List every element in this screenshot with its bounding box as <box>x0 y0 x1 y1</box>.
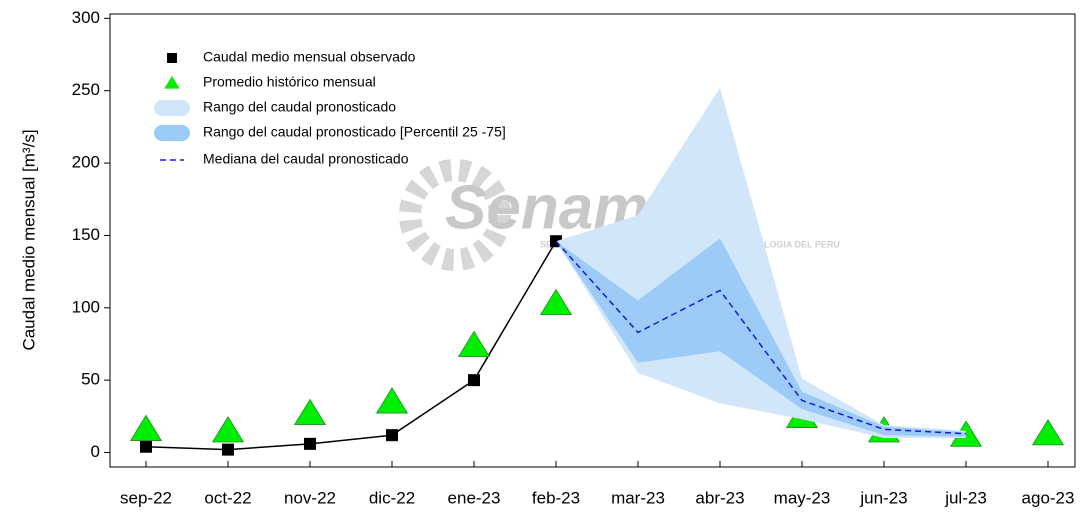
legend-label: Mediana del caudal pronosticado <box>203 151 409 167</box>
observed-marker <box>140 440 152 453</box>
x-tick-label: abr-23 <box>695 488 744 507</box>
y-tick-label: 200 <box>72 153 100 172</box>
legend-swatch <box>167 53 177 63</box>
x-tick-label: mar-23 <box>611 488 665 507</box>
historical-marker <box>211 416 245 443</box>
historical-marker <box>539 288 573 316</box>
x-tick-label: nov-22 <box>284 488 336 507</box>
legend-label: Promedio histórico mensual <box>203 74 376 90</box>
y-tick-label: 0 <box>91 442 100 461</box>
plot-frame <box>109 13 1076 468</box>
legend-swatch <box>154 125 190 141</box>
x-tick-label: ago-23 <box>1022 488 1075 507</box>
observed-line <box>145 240 557 451</box>
x-tick-label: feb-23 <box>532 488 580 507</box>
historical-marker <box>1031 418 1065 446</box>
historical-marker <box>375 387 409 414</box>
legend-swatch <box>154 100 190 116</box>
x-tick-label: oct-22 <box>204 488 251 507</box>
median-line <box>555 240 967 435</box>
legend-label: Caudal medio mensual observado <box>203 49 416 65</box>
y-tick-label: 250 <box>72 80 100 99</box>
y-tick-label: 50 <box>81 370 100 389</box>
x-tick-label: dic-22 <box>369 488 415 507</box>
y-tick-label: 100 <box>72 297 100 316</box>
x-tick-label: sep-22 <box>120 488 172 507</box>
y-axis-label: Caudal medio mensual [m³/s] <box>19 129 38 350</box>
x-tick-label: jul-23 <box>944 488 987 507</box>
y-tick-label: 150 <box>72 225 100 244</box>
observed-marker <box>386 429 398 442</box>
x-tick-label: ene-23 <box>448 488 501 507</box>
x-tick-label: may-23 <box>774 488 831 507</box>
forecast-band <box>556 87 966 439</box>
x-tick-label: jun-23 <box>859 488 907 507</box>
historical-marker <box>129 414 163 441</box>
observed-marker <box>468 374 480 387</box>
legend-label: Rango del caudal pronosticado <box>203 99 396 115</box>
y-tick-label: 300 <box>72 8 100 27</box>
observed-marker <box>304 437 316 450</box>
legend-swatch <box>164 76 180 89</box>
watermark-logo <box>399 159 511 271</box>
legend-label: Rango del caudal pronosticado [Percentil… <box>203 124 506 140</box>
historical-marker <box>457 330 491 358</box>
historical-marker <box>293 398 327 426</box>
observed-marker <box>222 443 234 456</box>
forecast-band <box>556 238 966 437</box>
